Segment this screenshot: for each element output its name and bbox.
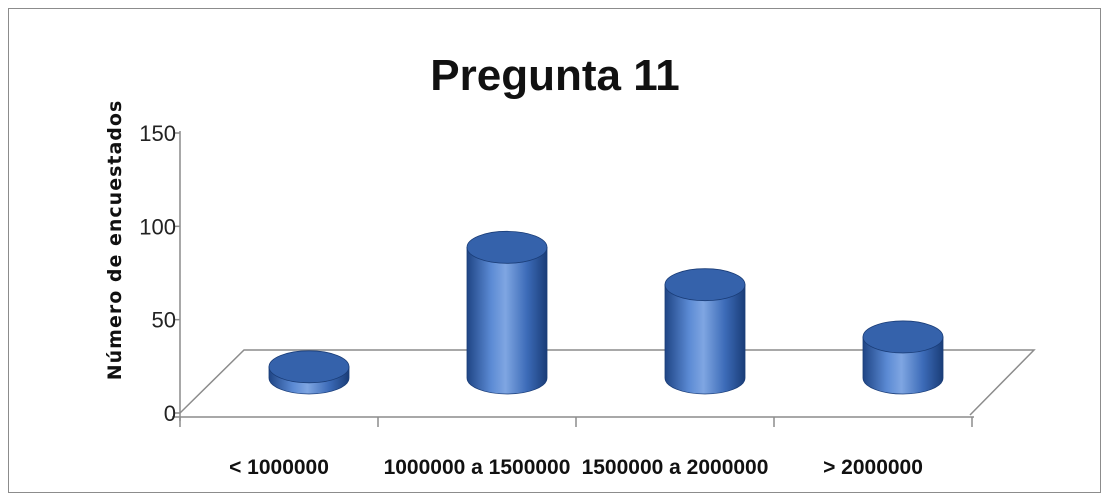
y-axis-label: Número de encuestados [104, 100, 126, 381]
bar-body [466, 246, 548, 395]
chart-title: Pregunta 11 [430, 51, 679, 100]
floor-outline [179, 349, 1036, 416]
x-tick-label: < 1000000 [229, 456, 329, 479]
bar-top [862, 320, 944, 354]
y-tick-labels: 0 50 100 150 [139, 121, 176, 426]
axes [172, 131, 1036, 427]
bar-top [664, 268, 746, 302]
bars [268, 230, 944, 395]
bar [268, 350, 350, 395]
x-tick-label: 1000000 a 1500000 [384, 456, 571, 479]
y-tick-label: 150 [139, 121, 176, 146]
bar [862, 320, 944, 395]
x-tick-label: > 2000000 [823, 456, 923, 479]
x-tick-label: 1500000 a 2000000 [582, 456, 769, 479]
y-tick-label: 50 [152, 308, 176, 333]
bar [664, 268, 746, 395]
y-tick-label: 100 [139, 214, 176, 239]
bar [466, 230, 548, 395]
bar-top [268, 350, 350, 384]
category-labels: < 1000000 1000000 a 1500000 1500000 a 2000… [229, 456, 923, 479]
y-tick-label: 0 [164, 401, 176, 426]
chart-frame [8, 8, 1101, 493]
bar-body [664, 284, 746, 395]
bar-top [466, 230, 548, 264]
